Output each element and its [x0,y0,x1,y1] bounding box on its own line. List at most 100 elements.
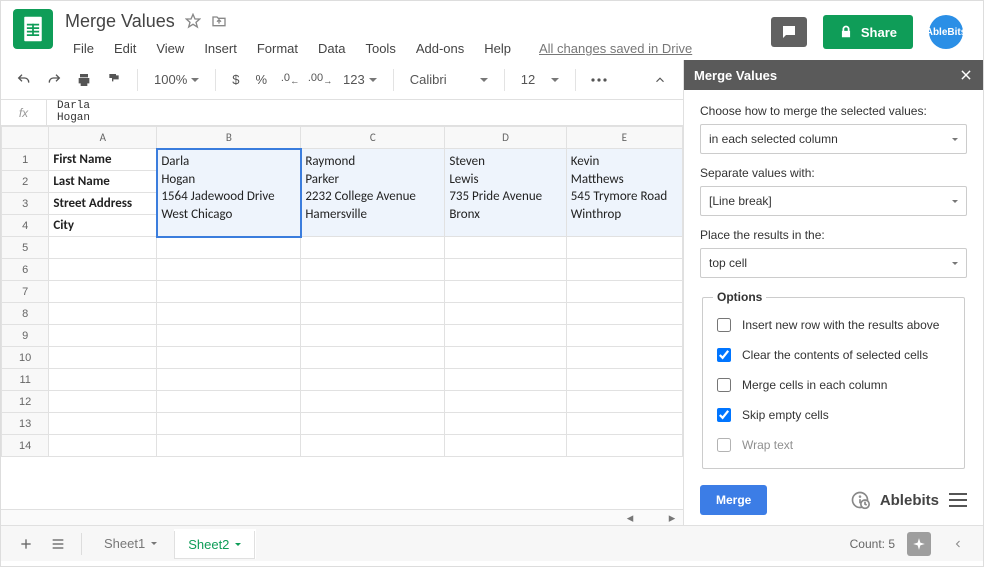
label-separator: Separate values with: [700,166,967,180]
select-separator[interactable]: [Line break] [700,186,967,216]
chevron-down-icon [235,543,241,549]
cell-B1[interactable]: Darla Hogan 1564 Jadewood Drive West Chi… [157,149,301,237]
opt-merge-cells[interactable]: Merge cells in each column [713,370,954,400]
opt-insert-row[interactable]: Insert new row with the results above [713,310,954,340]
select-place[interactable]: top cell [700,248,967,278]
menu-tools[interactable]: Tools [357,37,403,60]
spreadsheet-grid[interactable]: A B C D E 1 First Name Darla Hogan 1564 … [1,126,683,457]
chevron-down-icon [952,262,958,268]
doc-title[interactable]: Merge Values [65,11,175,32]
row-header-3[interactable]: 3 [2,193,49,215]
cell-A1[interactable]: First Name [49,149,157,171]
col-header-B[interactable]: B [157,127,301,149]
horizontal-scrollbar[interactable]: ◂ ▸ [1,509,683,525]
more-toolbar-icon[interactable] [586,67,612,93]
menu-icon[interactable] [949,491,967,509]
redo-icon[interactable] [41,67,67,93]
merge-button[interactable]: Merge [700,485,767,515]
row-header-7[interactable]: 7 [2,281,49,303]
cell-A5[interactable] [49,237,157,259]
row-header-8[interactable]: 8 [2,303,49,325]
ablebits-brand[interactable]: Ablebits [880,492,939,509]
row-header-12[interactable]: 12 [2,391,49,413]
scroll-left-icon[interactable]: ◂ [623,511,637,525]
cell-E1[interactable]: Kevin Matthews 545 Trymore Road Winthrop [566,149,682,237]
share-button[interactable]: Share [823,15,913,49]
row-header-11[interactable]: 11 [2,369,49,391]
cell-A2[interactable]: Last Name [49,171,157,193]
format-percent[interactable]: % [249,72,273,87]
menu-edit[interactable]: Edit [106,37,144,60]
scroll-tabs-left-icon[interactable] [943,529,973,559]
row-header-6[interactable]: 6 [2,259,49,281]
options-group: Options Insert new row with the results … [702,290,965,469]
explore-button[interactable] [907,532,931,556]
row-header-4[interactable]: 4 [2,215,49,237]
saved-status[interactable]: All changes saved in Drive [531,37,700,60]
label-place: Place the results in the: [700,228,967,242]
chevron-down-icon [952,200,958,206]
menu-addons[interactable]: Add-ons [408,37,472,60]
font-size-select[interactable]: 12 [515,72,565,87]
row-header-13[interactable]: 13 [2,413,49,435]
scroll-right-icon[interactable]: ▸ [665,511,679,525]
row-header-5[interactable]: 5 [2,237,49,259]
select-how[interactable]: in each selected column [700,124,967,154]
formula-value[interactable]: Darla Hogan [47,101,100,124]
more-formats[interactable]: 123 [337,72,383,87]
chevron-down-icon [952,138,958,144]
paint-format-icon[interactable] [101,67,127,93]
info-icon[interactable] [850,490,870,510]
col-header-E[interactable]: E [566,127,682,149]
format-currency[interactable]: $ [226,72,245,87]
label-how: Choose how to merge the selected values: [700,104,967,118]
sheets-logo[interactable] [13,9,53,49]
opt-clear-contents[interactable]: Clear the contents of selected cells [713,340,954,370]
cell-C1[interactable]: Raymond Parker 2232 College Avenue Hamer… [301,149,445,237]
row-header-1[interactable]: 1 [2,149,49,171]
account-avatar[interactable]: AbleBits [929,15,963,49]
opt-wrap-text[interactable]: Wrap text [713,430,954,460]
row-header-10[interactable]: 10 [2,347,49,369]
increase-decimal-icon[interactable]: .00→ [307,67,333,93]
all-sheets-button[interactable] [43,529,73,559]
share-label: Share [861,25,897,40]
star-icon[interactable] [185,13,201,29]
opt-skip-empty[interactable]: Skip empty cells [713,400,954,430]
cell-A3[interactable]: Street Address [49,193,157,215]
col-header-C[interactable]: C [301,127,445,149]
menu-insert[interactable]: Insert [196,37,245,60]
sidebar-title: Merge Values [694,68,777,83]
row-header-9[interactable]: 9 [2,325,49,347]
menu-file[interactable]: File [65,37,102,60]
undo-icon[interactable] [11,67,37,93]
fx-icon[interactable]: fx [1,100,47,125]
select-all-cell[interactable] [2,127,49,149]
menubar: File Edit View Insert Format Data Tools … [65,33,771,60]
comments-button[interactable] [771,17,807,47]
decrease-decimal-icon[interactable]: .0← [277,67,303,93]
menu-format[interactable]: Format [249,37,306,60]
menu-help[interactable]: Help [476,37,519,60]
lock-icon [839,25,853,39]
merge-values-sidebar: Merge Values Choose how to merge the sel… [683,60,983,525]
menu-view[interactable]: View [148,37,192,60]
sheet-tab-2[interactable]: Sheet2 [174,529,256,559]
collapse-toolbar-icon[interactable] [647,67,673,93]
font-select[interactable]: Calibri [404,72,494,87]
toolbar: 100% $ % .0← .00→ 123 Calibri 12 [1,60,683,100]
zoom-select[interactable]: 100% [148,72,205,87]
move-to-drive-icon[interactable] [211,13,227,29]
sheet-tab-1[interactable]: Sheet1 [90,529,172,559]
print-icon[interactable] [71,67,97,93]
row-header-2[interactable]: 2 [2,171,49,193]
col-header-D[interactable]: D [445,127,566,149]
add-sheet-button[interactable] [11,529,41,559]
chevron-down-icon [151,542,157,548]
row-header-14[interactable]: 14 [2,435,49,457]
menu-data[interactable]: Data [310,37,353,60]
col-header-A[interactable]: A [49,127,157,149]
close-icon[interactable] [959,68,973,82]
cell-D1[interactable]: Steven Lewis 735 Pride Avenue Bronx [445,149,566,237]
cell-A4[interactable]: City [49,215,157,237]
